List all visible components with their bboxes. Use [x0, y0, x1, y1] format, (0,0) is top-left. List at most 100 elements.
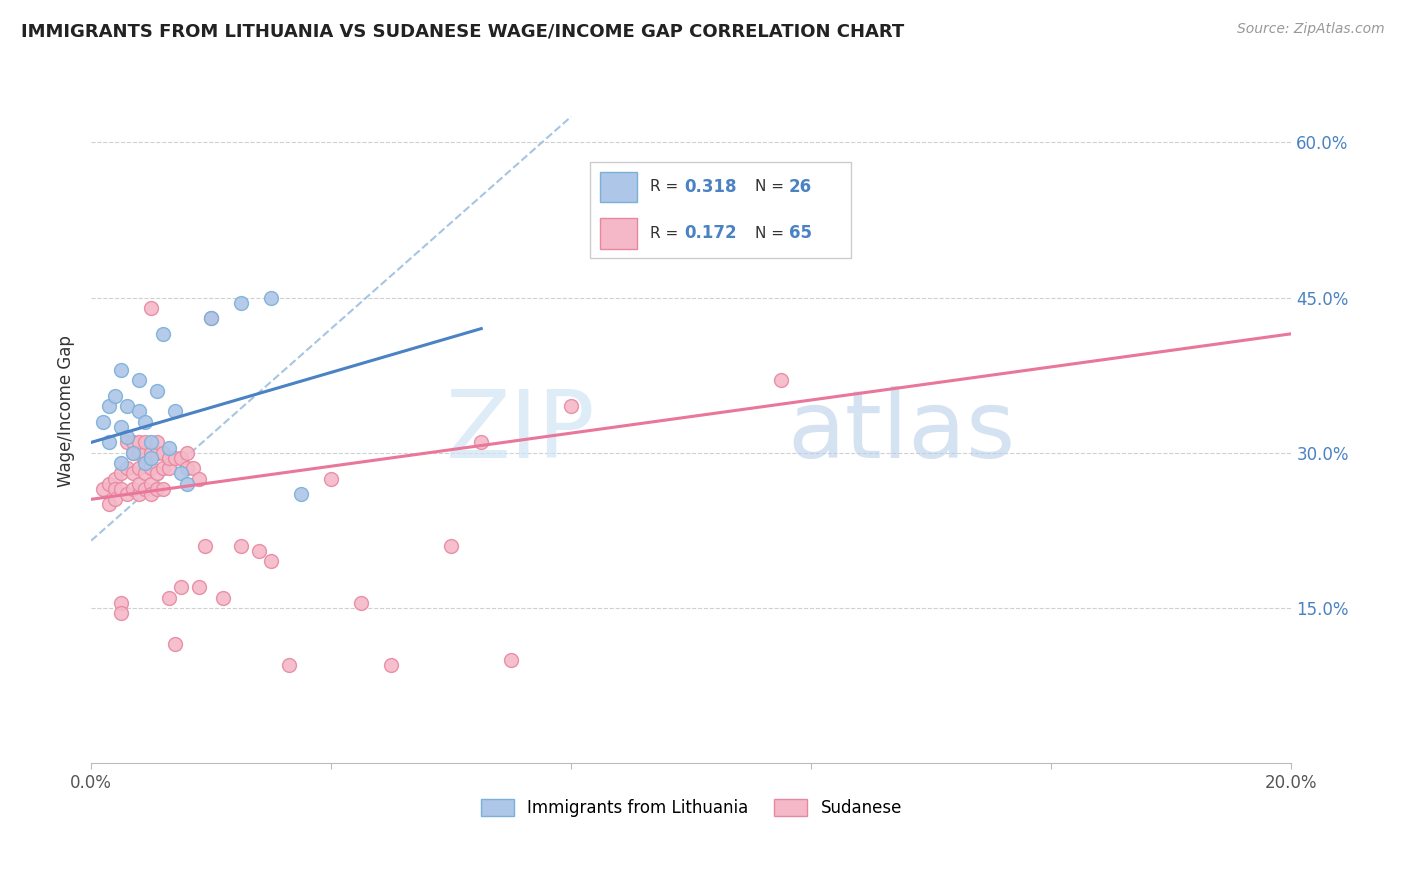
Point [231, 539, 253, 553]
Point [91, 482, 114, 496]
Point [176, 461, 198, 475]
Point [110, 363, 132, 377]
Point [104, 472, 127, 486]
Point [98, 399, 121, 413]
Text: R =: R = [650, 179, 683, 194]
Point [110, 606, 132, 620]
Point [247, 544, 270, 558]
Point [176, 446, 198, 460]
Point [128, 461, 150, 475]
Point [134, 435, 156, 450]
Point [157, 441, 180, 455]
Point [110, 456, 132, 470]
Point [440, 539, 463, 553]
Point [141, 461, 163, 475]
Point [231, 295, 253, 310]
Point [278, 657, 301, 672]
Point [146, 467, 169, 481]
Point [194, 539, 217, 553]
Point [128, 487, 150, 501]
Point [141, 446, 163, 460]
Point [157, 461, 180, 475]
Point [212, 591, 235, 605]
Point [146, 446, 169, 460]
Text: 0.172: 0.172 [683, 224, 737, 242]
Point [115, 487, 138, 501]
Point [152, 461, 174, 475]
FancyBboxPatch shape [600, 218, 637, 249]
Point [200, 311, 222, 326]
Point [188, 472, 211, 486]
Point [188, 580, 211, 594]
Point [200, 311, 222, 326]
Point [157, 591, 180, 605]
Point [110, 467, 132, 481]
Point [165, 404, 187, 418]
Point [110, 596, 132, 610]
Point [104, 482, 127, 496]
Point [560, 399, 582, 413]
Point [146, 435, 169, 450]
Point [380, 657, 402, 672]
Point [122, 467, 145, 481]
Point [170, 467, 193, 481]
Point [290, 487, 312, 501]
Point [170, 450, 193, 465]
Point [165, 450, 187, 465]
Y-axis label: Wage/Income Gap: Wage/Income Gap [58, 335, 75, 487]
Point [115, 435, 138, 450]
Point [181, 461, 204, 475]
Text: N =: N = [755, 179, 789, 194]
Point [501, 653, 523, 667]
Point [146, 384, 169, 398]
Text: 26: 26 [789, 178, 811, 196]
Text: N =: N = [755, 226, 789, 241]
Point [128, 373, 150, 387]
Point [146, 482, 169, 496]
Text: 65: 65 [789, 224, 811, 242]
Point [128, 404, 150, 418]
Point [152, 326, 174, 341]
Point [165, 637, 187, 651]
Point [115, 430, 138, 444]
Point [321, 472, 343, 486]
Point [134, 467, 156, 481]
Text: atlas: atlas [787, 386, 1015, 478]
Text: R =: R = [650, 226, 683, 241]
Point [152, 446, 174, 460]
Point [141, 487, 163, 501]
Point [122, 446, 145, 460]
Legend: Immigrants from Lithuania, Sudanese: Immigrants from Lithuania, Sudanese [472, 790, 910, 825]
Point [470, 435, 492, 450]
FancyBboxPatch shape [600, 171, 637, 202]
Point [91, 415, 114, 429]
Point [170, 580, 193, 594]
Point [110, 482, 132, 496]
Point [104, 492, 127, 507]
Point [98, 435, 121, 450]
Point [98, 498, 121, 512]
Text: Source: ZipAtlas.com: Source: ZipAtlas.com [1237, 22, 1385, 37]
Point [104, 389, 127, 403]
Point [141, 450, 163, 465]
Point [110, 420, 132, 434]
Point [134, 446, 156, 460]
Point [141, 301, 163, 315]
Point [115, 461, 138, 475]
FancyBboxPatch shape [591, 162, 852, 258]
Point [260, 291, 283, 305]
Point [134, 456, 156, 470]
Point [176, 476, 198, 491]
Point [770, 373, 793, 387]
Point [122, 435, 145, 450]
Point [350, 596, 373, 610]
Point [152, 482, 174, 496]
Point [134, 482, 156, 496]
Point [128, 476, 150, 491]
Point [141, 476, 163, 491]
Point [98, 476, 121, 491]
Point [128, 446, 150, 460]
Point [141, 435, 163, 450]
Text: 0.318: 0.318 [683, 178, 737, 196]
Text: IMMIGRANTS FROM LITHUANIA VS SUDANESE WAGE/INCOME GAP CORRELATION CHART: IMMIGRANTS FROM LITHUANIA VS SUDANESE WA… [21, 22, 904, 40]
